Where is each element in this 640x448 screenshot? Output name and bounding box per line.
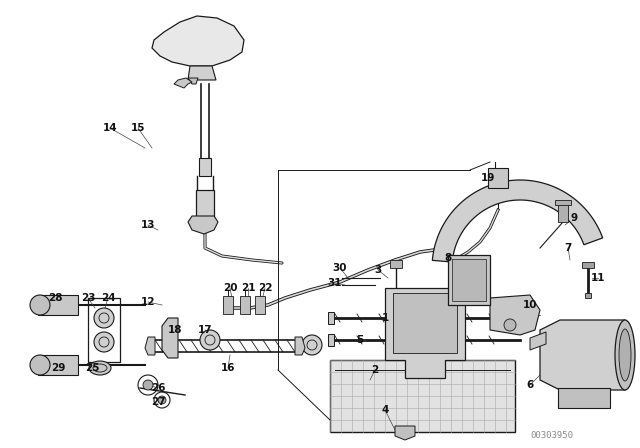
Polygon shape [38,295,78,315]
Text: 9: 9 [570,213,577,223]
Text: 15: 15 [131,123,145,133]
Ellipse shape [89,361,111,375]
Text: 26: 26 [151,383,165,393]
Polygon shape [555,200,571,205]
Circle shape [94,308,114,328]
Polygon shape [490,295,540,335]
Text: 19: 19 [481,173,495,183]
Text: 31: 31 [328,278,342,288]
Text: 1: 1 [381,313,388,323]
Circle shape [30,295,50,315]
Polygon shape [145,337,155,355]
Polygon shape [395,426,415,440]
Polygon shape [199,158,211,176]
Text: 23: 23 [81,293,95,303]
Text: 14: 14 [102,123,117,133]
Circle shape [302,335,322,355]
Polygon shape [188,78,198,84]
Polygon shape [295,337,305,355]
Polygon shape [196,190,214,218]
Text: 3: 3 [374,265,381,275]
Text: 27: 27 [150,397,165,407]
Polygon shape [558,388,610,408]
Polygon shape [530,332,546,350]
Polygon shape [385,288,465,378]
Polygon shape [240,296,250,314]
Text: 6: 6 [526,380,534,390]
Circle shape [94,332,114,352]
Text: 21: 21 [241,283,255,293]
Circle shape [30,355,50,375]
Polygon shape [390,260,402,268]
Text: 2: 2 [371,365,379,375]
Polygon shape [152,16,244,66]
Text: 20: 20 [223,283,237,293]
Text: 5: 5 [356,335,364,345]
Polygon shape [540,320,625,390]
Text: 24: 24 [100,293,115,303]
Polygon shape [188,216,218,234]
Polygon shape [558,202,568,222]
Text: 12: 12 [141,297,156,307]
Polygon shape [488,168,508,188]
Text: 30: 30 [333,263,348,273]
Polygon shape [174,78,192,88]
Ellipse shape [619,329,631,381]
Text: 29: 29 [51,363,65,373]
Text: 4: 4 [381,405,388,415]
Polygon shape [330,360,515,432]
Polygon shape [223,296,233,314]
Circle shape [504,319,516,331]
Polygon shape [255,296,265,314]
Polygon shape [582,262,594,268]
Polygon shape [188,66,216,80]
Circle shape [143,380,153,390]
Circle shape [200,330,220,350]
Text: 00303950: 00303950 [531,431,573,439]
Polygon shape [393,293,457,353]
Text: 28: 28 [48,293,62,303]
Polygon shape [452,259,486,301]
Polygon shape [585,293,591,298]
Polygon shape [328,312,334,324]
Ellipse shape [615,320,635,390]
Text: 13: 13 [141,220,156,230]
Text: 16: 16 [221,363,236,373]
Text: 7: 7 [564,243,572,253]
Polygon shape [38,355,78,375]
Text: 17: 17 [198,325,212,335]
Text: 18: 18 [168,325,182,335]
Polygon shape [328,334,334,346]
Polygon shape [433,180,603,262]
Circle shape [158,396,166,404]
Text: 25: 25 [84,363,99,373]
Polygon shape [448,255,490,305]
Text: 22: 22 [258,283,272,293]
Text: 8: 8 [444,253,452,263]
Text: 11: 11 [591,273,605,283]
Text: 10: 10 [523,300,537,310]
Polygon shape [162,318,178,358]
